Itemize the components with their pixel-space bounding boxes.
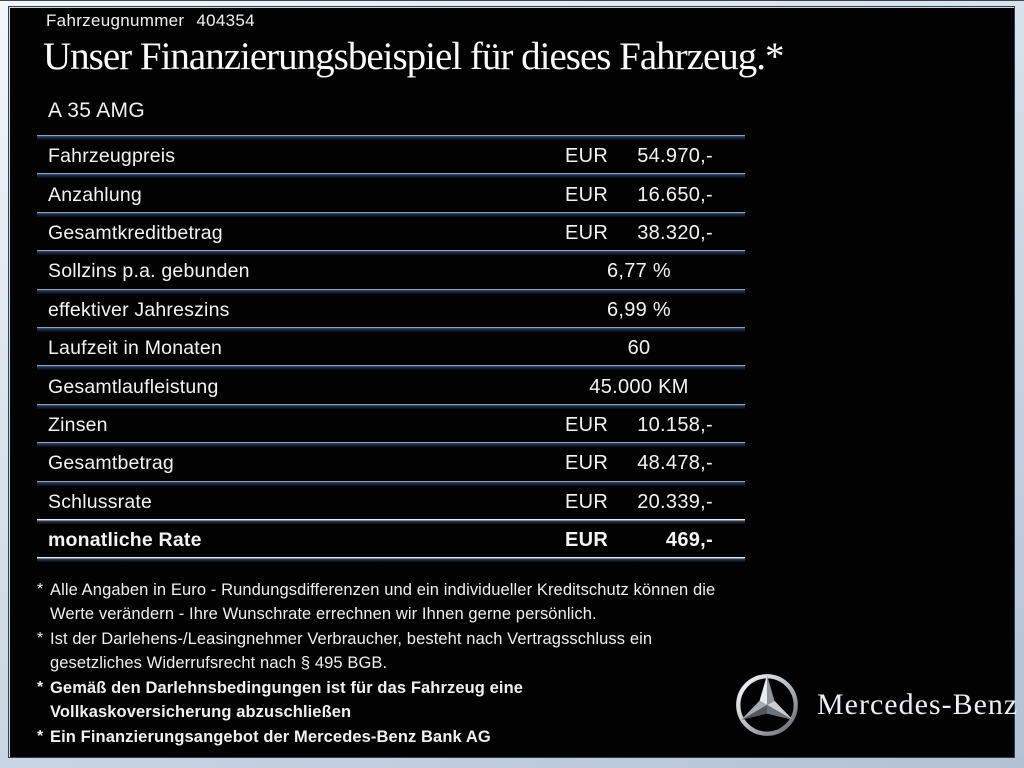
footnote: * Ist der Darlehens-/Leasingnehmer Verbr… [37,627,753,675]
footnote-text: Ein Finanzierungsangebot der Mercedes-Be… [50,725,491,749]
row-label: Laufzeit in Monaten [48,337,222,360]
table-row-monthly-rate: monatliche Rate EUR 469,- [37,524,745,557]
amount-value: 16.650,- [637,183,713,206]
currency-label: EUR [565,452,609,475]
row-label: monatliche Rate [48,529,202,552]
footnote-line: Ein Finanzierungsangebot der Mercedes-Be… [50,728,491,746]
table-row: Anzahlung EUR 16.650,- [37,178,745,211]
footnote-text: Alle Angaben in Euro - Rundungsdifferenz… [50,578,715,626]
currency-label: EUR [565,490,609,513]
table-row: Laufzeit in Monaten 60 [37,332,745,365]
table-divider [37,288,745,294]
footnotes: * Alle Angaben in Euro - Rundungsdiffere… [37,578,753,750]
footnote: * Gemäß den Darlehnsbedingungen ist für … [37,676,753,724]
vehicle-number-value: 404354 [196,11,255,30]
vehicle-number-label: Fahrzeugnummer [46,11,185,30]
currency-label: EUR [565,529,609,552]
finance-sheet: Fahrzeugnummer 404354 Unser Finanzierungs… [8,6,1018,758]
row-label: effektiver Jahreszins [48,298,230,321]
currency-label: EUR [565,183,609,206]
table-row: Sollzins p.a. gebunden 6,77 % [37,255,745,288]
footnote-marker: * [37,679,44,696]
row-value: EUR 20.339,- [565,491,713,514]
row-value: 6,77 % [565,260,713,283]
footnote-line: Gemäß den Darlehnsbedingungen ist für da… [50,679,524,697]
row-value: EUR 469,- [565,529,713,552]
row-label: Gesamtlaufleistung [48,375,219,398]
footnote-line: Werte verändern - Ihre Wunschrate errech… [50,605,597,623]
table-divider [37,403,745,409]
row-label: Gesamtkreditbetrag [48,221,223,244]
amount-value: 45.000 KM [589,375,689,398]
footnote-line: gesetzliches Widerrufsrecht nach § 495 B… [50,654,388,672]
table-divider [37,442,745,448]
row-label: Zinsen [48,413,108,436]
footnote-marker: * [37,728,44,745]
amount-value: 469,- [665,529,713,552]
row-value: EUR 48.478,- [565,452,713,475]
table-row: Schlussrate EUR 20.339,- [37,486,745,519]
table-divider [37,211,745,217]
table-divider [37,557,745,563]
row-label: Fahrzeugpreis [48,145,176,168]
amount-value: 10.158,- [637,413,713,436]
footnote-marker: * [37,630,44,647]
row-value: 6,99 % [565,299,713,322]
row-label: Anzahlung [48,183,142,206]
footnote-line: Alle Angaben in Euro - Rundungsdifferenz… [50,581,716,599]
table-divider [37,326,745,332]
table-divider [37,480,745,486]
currency-label: EUR [565,413,609,436]
table-row: Gesamtkreditbetrag EUR 38.320,- [37,217,745,250]
mercedes-star-icon [736,674,798,736]
footnote: * Alle Angaben in Euro - Rundungsdiffere… [37,578,753,626]
amount-value: 60 [627,337,651,360]
vehicle-number: Fahrzeugnummer 404354 [46,11,255,31]
footnote-text: Ist der Darlehens-/Leasingnehmer Verbrau… [50,627,652,675]
row-value: EUR 38.320,- [565,222,713,245]
row-value: 60 [565,337,713,360]
footnote-text: Gemäß den Darlehnsbedingungen ist für da… [50,676,523,724]
row-label: Sollzins p.a. gebunden [48,260,250,283]
amount-value: 6,77 % [606,260,672,283]
row-value: EUR 16.650,- [565,184,713,207]
table-row: Fahrzeugpreis EUR 54.970,- [37,140,745,173]
brand-name: Mercedes-Benz [817,688,1019,721]
row-value: EUR 10.158,- [565,414,713,437]
table-row: effektiver Jahreszins 6,99 % [37,294,745,327]
currency-label: EUR [565,145,609,168]
currency-label: EUR [565,221,609,244]
row-value: 45.000 KM [565,376,713,399]
amount-value: 6,99 % [606,298,672,321]
footnote-line: Vollkaskoversicherung abzuschließen [50,703,352,721]
table-divider [37,518,745,524]
page-title: Unser Finanzierungsbeispiel für dieses F… [43,35,785,78]
amount-value: 38.320,- [637,221,713,244]
table-row: Zinsen EUR 10.158,- [37,409,745,442]
financing-table: Fahrzeugpreis EUR 54.970,- Anzahlung EUR 1… [37,135,745,563]
table-divider [37,250,745,256]
row-label: Gesamtbetrag [48,452,174,475]
table-divider [37,365,745,371]
table-divider [37,135,745,140]
table-divider [37,173,745,179]
row-value: EUR 54.970,- [565,145,713,168]
brand-logo-block: Mercedes-Benz [734,672,1018,738]
footnote-marker: * [37,581,44,598]
table-row: Gesamtbetrag EUR 48.478,- [37,447,745,480]
table-row: Gesamtlaufleistung 45.000 KM [37,370,745,403]
footnote-line: Ist der Darlehens-/Leasingnehmer Verbrau… [50,630,653,648]
amount-value: 48.478,- [637,452,713,475]
footnote: * Ein Finanzierungsangebot der Mercedes-… [37,725,753,749]
amount-value: 54.970,- [637,145,713,168]
vehicle-model: A 35 AMG [48,99,145,122]
row-label: Schlussrate [48,490,153,513]
amount-value: 20.339,- [637,490,713,513]
